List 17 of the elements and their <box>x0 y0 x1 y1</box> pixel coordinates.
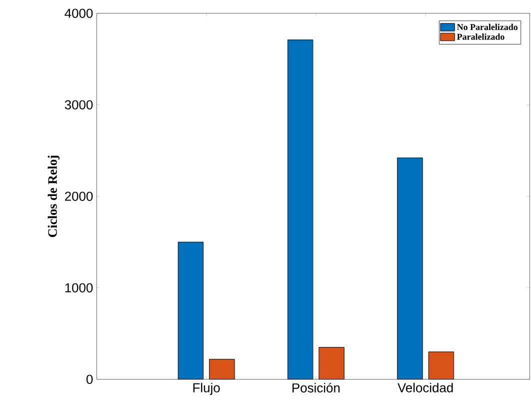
x-tick-label: Posición <box>292 382 340 392</box>
bar <box>287 40 314 380</box>
x-tick-label: Flujo <box>193 382 220 395</box>
y-tick-label: 3000 <box>64 100 93 110</box>
y-tick-label: 1000 <box>65 283 93 292</box>
bar <box>178 242 204 380</box>
y-tick-label: 4000 <box>64 8 93 18</box>
bar <box>318 347 344 380</box>
y-axis-title: Ciclos de Reloj <box>48 156 60 238</box>
bar <box>397 158 423 380</box>
x-tick-label: Velocidad <box>398 382 453 392</box>
y-tick-label: 2000 <box>65 192 93 201</box>
bar <box>428 352 454 380</box>
legend-label: Paralelizado <box>457 34 504 40</box>
y-tick-label: 0 <box>86 374 93 384</box>
legend-label: No Paralelizado <box>457 24 518 30</box>
bar <box>209 358 235 380</box>
